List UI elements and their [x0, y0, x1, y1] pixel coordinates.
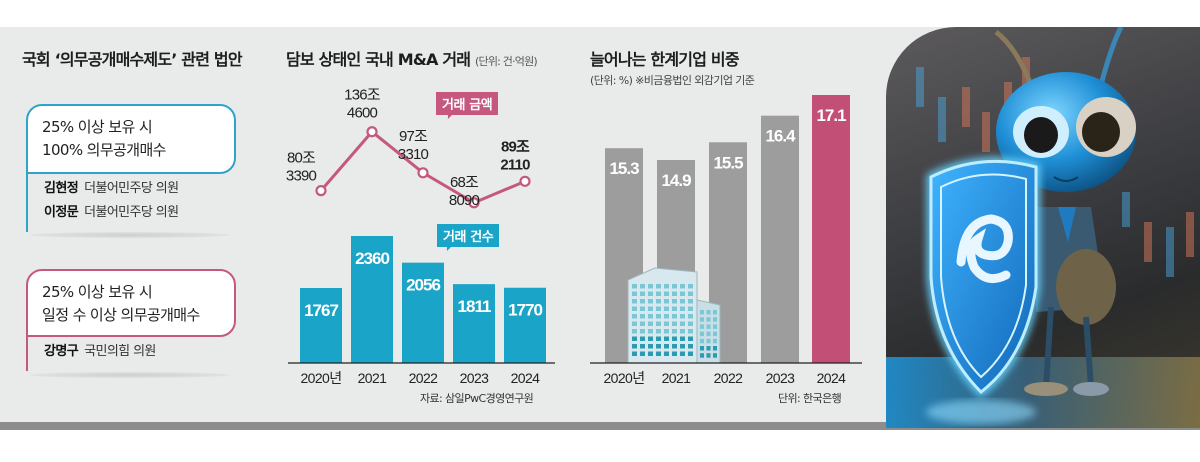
- ma-source: 자료: 삼일PwC경영연구원: [420, 392, 534, 405]
- sponsor-row: 김현정 더불어민주당 의원: [44, 181, 179, 196]
- mascot-art: [886, 27, 1200, 428]
- card-shadow: [30, 232, 230, 238]
- zombie-title: 늘어나는 한계기업 비중: [590, 50, 740, 69]
- card-shadow: [30, 372, 230, 378]
- ant-mascot-illustration: [886, 27, 1200, 428]
- ma-unit: (단위: 건·억원): [475, 55, 538, 68]
- bill-1-sponsors: 김현정 더불어민주당 의원 이정문 더불어민주당 의원: [44, 177, 179, 225]
- bill-1-stem: [26, 164, 28, 232]
- bill-1-bubble: 25% 이상 보유 시 100% 의무공개매수: [26, 104, 236, 174]
- bill-card-1: 25% 이상 보유 시 100% 의무공개매수 김현정 더불어민주당 의원 이정문…: [26, 104, 240, 234]
- bill-2-stem: [26, 327, 28, 371]
- bill-1-line-2: 100% 의무공개매수: [42, 141, 166, 159]
- zombie-source: 단위: 한국은행: [778, 392, 842, 405]
- sponsor-row: 이정문 더불어민주당 의원: [44, 205, 179, 220]
- sponsor-row: 강명구 국민의힘 의원: [44, 344, 156, 359]
- bill-2-line-1: 25% 이상 보유 시: [42, 283, 153, 301]
- bill-2-line-2: 일정 수 이상 의무공개매수: [42, 306, 200, 324]
- bill-2-sponsors: 강명구 국민의힘 의원: [44, 340, 156, 364]
- bottom-divider: [0, 422, 1200, 430]
- bill-card-2: 25% 이상 보유 시 일정 수 이상 의무공개매수 강명구 국민의힘 의원: [26, 269, 240, 373]
- bar-legend-tag: 거래 건수: [437, 224, 500, 247]
- bill-2-bubble: 25% 이상 보유 시 일정 수 이상 의무공개매수: [26, 269, 236, 337]
- zombie-unit: (단위: %) ※비금융법인 외감기업 기준: [590, 74, 755, 87]
- line-legend-tag: 거래 금액: [436, 92, 499, 115]
- bill-1-line-1: 25% 이상 보유 시: [42, 118, 153, 136]
- ma-title: 담보 상태인 국내 M&A 거래 (단위: 건·억원): [286, 50, 538, 69]
- bills-title: 국회 ‘의무공개매수제도’ 관련 법안: [22, 50, 243, 69]
